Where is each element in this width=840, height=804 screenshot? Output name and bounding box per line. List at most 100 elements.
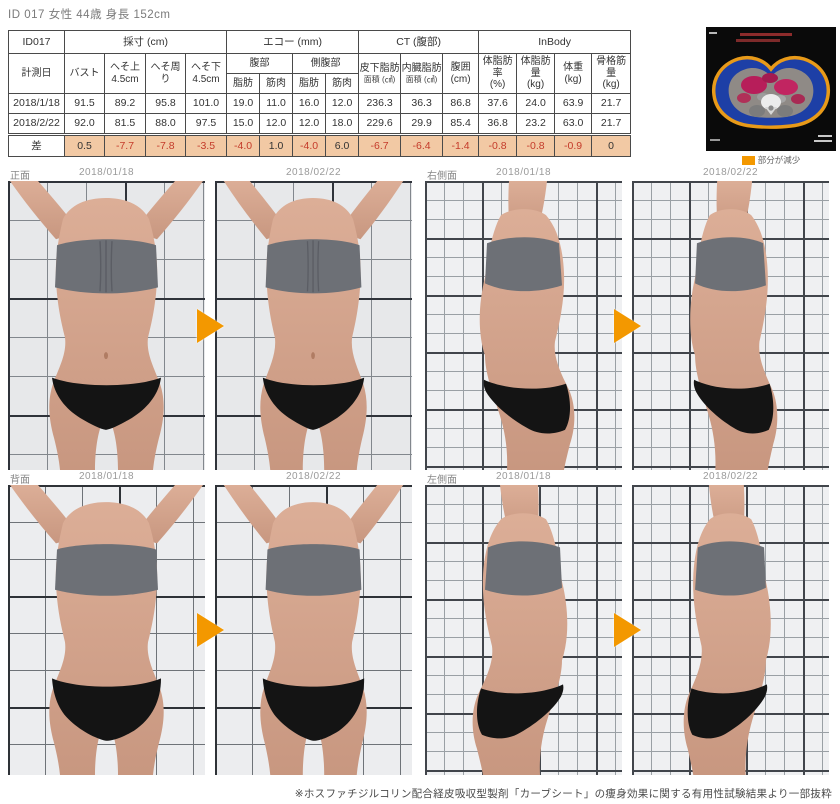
col-header-waist: 腹囲 (cm) [442,53,480,94]
label-group-right-side: 右側面 2018/01/18 2018/02/22 [425,167,829,182]
table-row-before: 2018/1/18 91.5 89.2 95.8 101.0 19.0 11.0… [8,93,632,114]
photo-row-2 [8,485,832,775]
before-after-arrow-icon [614,308,641,343]
value-cell: 63.9 [554,93,593,114]
diff-value-cell: 0.5 [64,133,105,157]
col-header-below-navel: へそ下 4.5cm [184,53,228,94]
group-header-saisun: 採寸 (cm) [63,30,228,54]
page-title: ID 017 女性 44歳 身長 152cm [8,9,171,21]
photo-pair-back [8,485,412,775]
value-cell: 236.3 [358,93,402,114]
diff-value-cell: -0.9 [554,133,593,157]
photo-date: 2018/02/22 [285,167,342,178]
label-group-back: 背面 2018/01/18 2018/02/22 [8,471,412,486]
col-header-subcutaneous-fat-label: 皮下脂肪 [359,63,400,75]
photo-pair-front [8,181,412,470]
photo-left-side-before [425,485,622,775]
value-cell: 36.8 [478,113,518,135]
table-group-header-row: ID017 採寸 (cm) エコー (mm) CT (腹部) InBody [8,30,632,54]
photo-pair-left-side [425,485,829,775]
col-header-visceral-fat-unit: 面積 (㎠) [405,74,438,84]
col-header-fat: 脂肪 [226,73,261,94]
photo-labels-row1: 正面 2018/01/18 2018/02/22 右側面 2018/01/18 … [8,167,832,182]
value-cell: 21.7 [591,113,632,135]
diff-value-cell: -3.5 [184,133,228,157]
date-cell: 2018/1/18 [8,93,65,114]
diff-value-cell: 6.0 [325,133,360,157]
group-header-inbody: InBody [478,30,632,54]
value-cell: 85.4 [442,113,480,135]
photo-row-1 [8,181,832,470]
value-cell: 11.0 [259,93,294,114]
photo-date: 2018/02/22 [285,471,342,482]
col-header-bust: バスト [64,53,105,94]
col-header-bodyfat-kg: 体脂肪量 (kg) [516,53,556,94]
ct-scan-image [706,27,836,151]
value-cell: 95.8 [145,93,186,114]
value-cell: 21.7 [591,93,632,114]
diff-value-cell: -1.4 [442,133,480,157]
view-label-left-side: 左側面 [427,475,457,486]
legend-orange-swatch [741,155,755,165]
photo-right-side-before [425,181,622,470]
photo-left-side-after [632,485,829,775]
value-cell: 12.0 [325,93,360,114]
value-cell: 88.0 [145,113,186,135]
before-after-arrow-icon [614,613,641,647]
photo-date: 2018/01/18 [495,167,552,178]
col-header-weight: 体重 (kg) [554,53,593,94]
footnote: ※ホスファチジルコリン配合経皮吸収型製剤「カーブシート」の痩身効果に関する有用性… [294,788,832,800]
value-cell: 24.0 [516,93,556,114]
photo-date: 2018/02/22 [702,167,759,178]
col-header-subcutaneous-fat: 皮下脂肪 面積 (㎠) [358,53,402,94]
diff-value-cell: -0.8 [478,133,518,157]
value-cell: 19.0 [226,93,261,114]
value-cell: 86.8 [442,93,480,114]
diff-value-cell: -4.0 [226,133,261,157]
view-label-right-side: 右側面 [427,171,457,182]
value-cell: 12.0 [259,113,294,135]
col-header-echo-abdomen: 腹部 [226,53,294,74]
col-header-muscle-echo: 筋肉 [325,73,360,94]
value-cell: 23.2 [516,113,556,135]
col-header-visceral-fat: 内臓脂肪 面積 (㎠) [400,53,444,94]
value-cell: 29.9 [400,113,444,135]
diff-value-cell: -6.7 [358,133,402,157]
value-cell: 12.0 [292,113,327,135]
diff-value-cell: -7.8 [145,133,186,157]
photo-front-after [215,181,412,470]
group-header-echo: エコー (mm) [226,30,360,54]
col-header-muscle-echo: 筋肉 [259,73,294,94]
view-label-back: 背面 [10,475,30,486]
photo-back-after [215,485,412,775]
col-header-fat: 脂肪 [292,73,327,94]
photo-date: 2018/01/18 [78,167,135,178]
col-header-subcutaneous-fat-unit: 面積 (㎠) [363,74,396,84]
diff-value-cell: -4.0 [292,133,327,157]
table-subheader-row-2: 脂肪 筋肉 脂肪 筋肉 [9,73,631,94]
table-subheader-row-1: 計測日 バスト へそ上 4.5cm へそ周り へそ下 4.5cm 腹部 側腹部 … [8,53,632,94]
photo-date: 2018/02/22 [702,471,759,482]
photo-back-before [8,485,205,775]
ct-legend: 部分が減少 [706,154,836,166]
photo-front-before [8,181,205,470]
photo-date: 2018/01/18 [78,471,135,482]
label-group-front: 正面 2018/01/18 2018/02/22 [8,167,412,182]
before-after-arrow-icon [197,613,224,647]
diff-label-cell: 差 [8,133,65,157]
col-header-echo-flank: 側腹部 [292,53,360,74]
photo-labels-row2: 背面 2018/01/18 2018/02/22 左側面 2018/01/18 … [8,471,832,486]
value-cell: 101.0 [184,93,228,114]
diff-value-cell: -7.7 [104,133,146,157]
photo-right-side-after [632,181,829,470]
col-header-bodyfat-pct: 体脂肪率 (%) [478,53,518,94]
value-cell: 16.0 [292,93,327,114]
value-cell: 91.5 [64,93,105,114]
col-header-muscle: 骨格筋量 (kg) [591,53,632,94]
value-cell: 229.6 [358,113,402,135]
diff-value-cell: 1.0 [259,133,294,157]
ct-scan-panel: 部分が減少 [706,27,836,166]
value-cell: 89.2 [104,93,146,114]
diff-value-cell: -6.4 [400,133,444,157]
